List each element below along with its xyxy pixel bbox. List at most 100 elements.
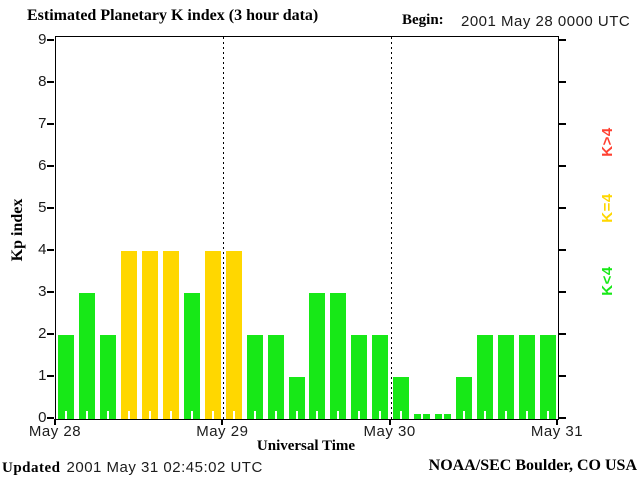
updated-timestamp: Updated 2001 May 31 02:45:02 UTC <box>2 459 263 477</box>
y-axis-tick <box>47 291 54 293</box>
x-axis-tick-label: May 31 <box>530 423 584 440</box>
y-axis-tick <box>47 165 54 167</box>
updated-value: 2001 May 31 02:45:02 UTC <box>66 459 263 476</box>
hour-tick <box>128 411 131 419</box>
hour-tick <box>149 411 152 419</box>
y-axis-tick <box>559 291 566 293</box>
hour-tick <box>358 411 361 419</box>
updated-label: Updated <box>2 460 61 476</box>
kp-bar <box>372 335 389 419</box>
kp-bar <box>455 377 472 419</box>
legend-label: K=4 <box>599 193 616 223</box>
y-axis-tick <box>47 249 54 251</box>
kp-bar <box>246 335 263 419</box>
hour-tick <box>232 411 235 419</box>
hour-tick <box>483 411 486 419</box>
kp-bar <box>225 251 242 419</box>
y-axis-tick <box>47 81 54 83</box>
kp-bar <box>100 335 117 419</box>
x-axis-tick-label: May 28 <box>28 423 82 440</box>
kp-bar <box>288 377 305 419</box>
kp-bar <box>121 251 138 419</box>
kp-bar <box>434 414 451 419</box>
hour-tick <box>441 414 444 419</box>
kp-bar <box>309 293 326 419</box>
kp-bar <box>204 251 221 419</box>
hour-tick <box>400 411 403 419</box>
y-axis-tick-label: 1 <box>38 367 47 384</box>
y-axis-tick <box>47 417 54 419</box>
x-axis-tick <box>556 419 558 425</box>
x-axis-tick <box>54 419 56 425</box>
hour-tick <box>211 411 214 419</box>
hour-tick <box>107 411 110 419</box>
kp-bar <box>393 377 410 419</box>
kp-bar <box>476 335 493 419</box>
y-axis-tick <box>559 39 566 41</box>
y-axis-tick <box>47 39 54 41</box>
y-axis-tick <box>559 249 566 251</box>
kp-bar <box>183 293 200 419</box>
y-axis-tick <box>47 207 54 209</box>
y-axis-tick-label: 2 <box>38 325 47 342</box>
y-axis-tick-label: 3 <box>38 283 47 300</box>
kp-bar <box>518 335 535 419</box>
day-boundary-gridline <box>223 37 225 419</box>
kp-bar <box>163 251 180 419</box>
hour-tick <box>316 411 319 419</box>
plot-area <box>55 36 559 420</box>
y-axis-tick-label: 4 <box>38 241 47 258</box>
y-axis-tick-label: 9 <box>38 31 47 48</box>
legend-label: K>4 <box>599 127 616 157</box>
hour-tick <box>170 411 173 419</box>
kp-bar <box>414 414 431 419</box>
kp-bar <box>351 335 368 419</box>
x-axis-tick <box>388 419 391 425</box>
begin-timestamp: 2001 May 28 0000 UTC <box>461 13 631 30</box>
y-axis-tick <box>559 207 566 209</box>
y-axis-title: Kp index <box>9 198 26 262</box>
y-axis-tick <box>559 375 566 377</box>
hour-tick <box>525 411 528 419</box>
kp-bar <box>497 335 514 419</box>
hour-tick <box>504 411 507 419</box>
hour-tick <box>253 411 256 419</box>
y-axis-tick-label: 0 <box>38 409 47 426</box>
y-axis-tick <box>47 123 54 125</box>
kp-bar <box>58 335 75 419</box>
y-axis-tick <box>47 375 54 377</box>
hour-tick <box>274 411 277 419</box>
y-axis-tick-label: 5 <box>38 199 47 216</box>
kp-bar <box>142 251 159 419</box>
begin-label: Begin: <box>402 12 444 28</box>
kp-bar <box>267 335 284 419</box>
y-axis-tick-label: 8 <box>38 73 47 90</box>
hour-tick <box>462 411 465 419</box>
hour-tick <box>421 414 424 419</box>
y-axis-tick-label: 7 <box>38 115 47 132</box>
x-axis-tick-label: May 30 <box>363 423 416 440</box>
y-axis-tick-label: 6 <box>38 157 47 174</box>
kp-bar <box>330 293 347 419</box>
hour-tick <box>379 411 382 419</box>
day-boundary-gridline <box>390 37 392 419</box>
x-axis-tick <box>221 419 224 425</box>
kp-bar <box>79 293 96 419</box>
kp-bar <box>539 335 556 419</box>
x-axis-tick-label: May 29 <box>196 423 249 440</box>
hour-tick <box>86 411 89 419</box>
y-axis-tick <box>559 123 566 125</box>
y-axis-tick <box>559 333 566 335</box>
y-axis-tick <box>559 81 566 83</box>
hour-tick <box>546 411 549 419</box>
hour-tick <box>295 411 298 419</box>
hour-tick <box>337 411 340 419</box>
legend-label: K<4 <box>599 266 616 296</box>
y-axis-tick <box>47 333 54 335</box>
hour-tick <box>190 411 193 419</box>
y-axis-tick <box>559 165 566 167</box>
hour-tick <box>65 411 68 419</box>
credit-text: NOAA/SEC Boulder, CO USA <box>428 457 637 474</box>
x-axis-title: Universal Time <box>256 438 356 454</box>
